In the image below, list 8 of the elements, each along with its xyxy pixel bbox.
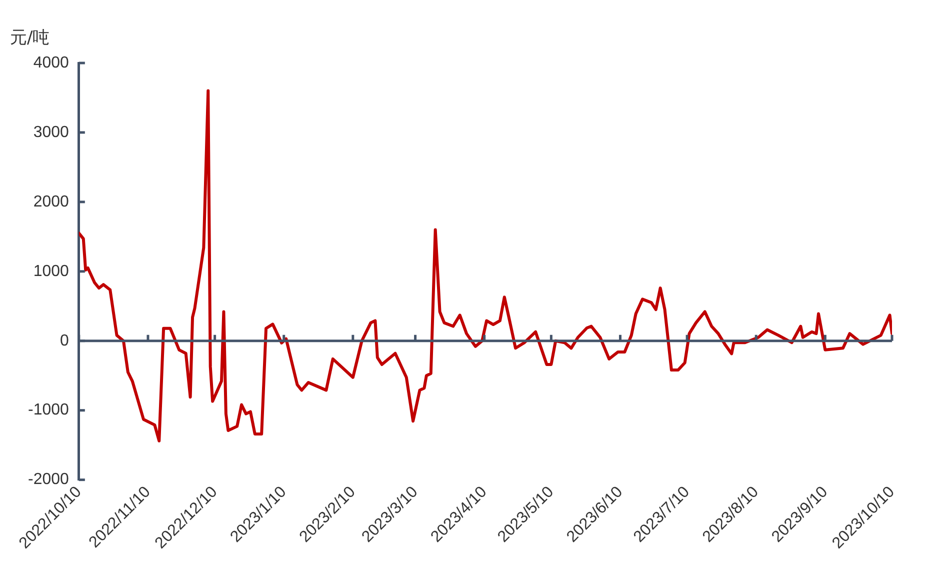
y-tick-label: 0 — [60, 332, 70, 350]
y-tick-label: -2000 — [28, 471, 70, 488]
y-tick-label: 1000 — [33, 262, 70, 280]
y-tick-label: 3000 — [33, 124, 70, 141]
y-axis-title: 元/吨 — [10, 28, 50, 48]
y-tick-label: 4000 — [33, 54, 70, 72]
y-tick-label: -1000 — [28, 402, 70, 419]
y-tick-label: 2000 — [33, 193, 70, 210]
